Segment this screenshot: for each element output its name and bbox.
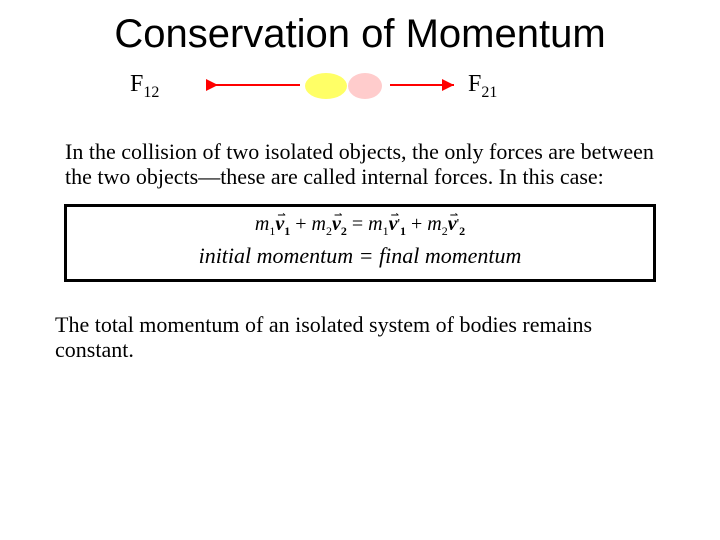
conclusion-paragraph: The total momentum of an isolated system… — [55, 312, 665, 363]
initial-final-text: initial momentum = final momentum — [81, 243, 639, 269]
object-yellow — [305, 73, 347, 99]
object-pink — [348, 73, 382, 99]
page-title: Conservation of Momentum — [0, 0, 720, 57]
force-diagram: F12 F21 — [0, 65, 720, 115]
intro-paragraph: In the collision of two isolated objects… — [65, 139, 665, 190]
momentum-equation: m1⇀v1 + m2⇀v2 = m1⇀v'1 + m2⇀v'2 — [81, 213, 639, 239]
force-label-f21: F21 — [468, 71, 497, 102]
momentum-equation-box: m1⇀v1 + m2⇀v2 = m1⇀v'1 + m2⇀v'2 initial … — [64, 204, 656, 282]
